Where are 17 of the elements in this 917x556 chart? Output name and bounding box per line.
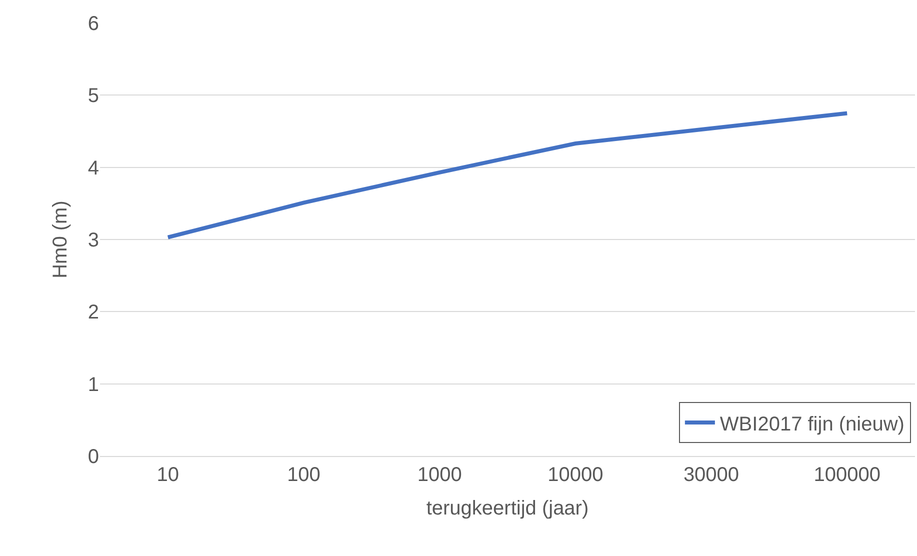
y-tick-label: 0 — [88, 446, 99, 468]
y-axis-title: Hm0 (m) — [49, 200, 72, 278]
y-tick-label: 5 — [88, 85, 99, 108]
x-tick-label: 10 — [156, 464, 180, 486]
line-series — [166, 111, 850, 240]
x-tick-label: 1000 — [417, 464, 462, 486]
x-tick-label: 100000 — [814, 464, 880, 486]
x-tick-label: 30000 — [683, 464, 740, 486]
legend-label: WBI2017 fijn (nieuw) — [720, 413, 904, 436]
y-tick-label: 6 — [88, 13, 99, 35]
y-tick-label: 2 — [88, 302, 99, 324]
x-axis-title: terugkeertijd (jaar) — [426, 498, 589, 520]
x-tick-label: 100 — [287, 464, 320, 486]
y-tick-label: 3 — [88, 230, 99, 252]
y-tick-label: 4 — [88, 157, 99, 180]
y-tick-label: 1 — [88, 374, 99, 396]
x-tick-label: 10000 — [548, 464, 604, 486]
